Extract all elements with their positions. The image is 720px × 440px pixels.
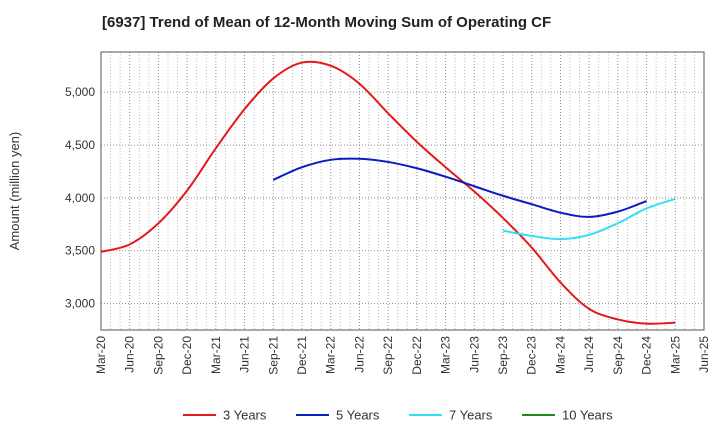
series-line-5-years [272,157,647,218]
x-tick-label: Dec-23 [525,336,539,375]
x-tick-label: Mar-21 [209,336,223,374]
y-axis-title: Amount (million yen) [7,132,22,251]
x-tick-label: Jun-24 [582,336,596,373]
legend-label-7-years: 7 Years [449,408,493,423]
y-tick-label: 4,000 [65,191,95,205]
x-tick-label: Jun-23 [467,336,481,373]
x-tick-label: Sep-20 [151,336,165,375]
plot-border [100,51,705,331]
x-tick-label: Mar-25 [668,336,682,374]
x-tick-label: Sep-22 [381,336,395,375]
x-tick-label: Sep-21 [266,336,280,375]
y-tick-label: 3,000 [65,297,95,311]
legend-label-5-years: 5 Years [336,408,380,423]
x-tick-label: Sep-24 [611,336,625,375]
plot-area [101,52,704,330]
x-tick-label: Dec-21 [295,336,309,375]
series-line-3-years [100,60,676,325]
series-line-7-years [502,197,676,241]
y-tick-label: 5,000 [65,85,95,99]
x-tick-label: Dec-20 [180,336,194,375]
legend-label-3-years: 3 Years [223,408,267,423]
x-tick-label: Dec-22 [410,336,424,375]
chart-title: [6937] Trend of Mean of 12-Month Moving … [102,14,552,31]
x-tick-label: Jun-25 [697,336,711,373]
x-tick-label: Jun-21 [238,336,252,373]
legend-label-10-years: 10 Years [562,408,613,423]
x-tick-label: Sep-23 [496,336,510,375]
x-tick-label: Jun-20 [123,336,137,373]
y-tick-label: 3,500 [65,244,95,258]
x-tick-label: Mar-24 [553,336,567,374]
x-tick-label: Jun-22 [352,336,366,373]
x-tick-label: Mar-22 [324,336,338,374]
x-tick-label: Mar-20 [94,336,108,374]
y-tick-label: 4,500 [65,138,95,152]
x-tick-label: Dec-24 [640,336,654,375]
x-tick-label: Mar-23 [439,336,453,374]
